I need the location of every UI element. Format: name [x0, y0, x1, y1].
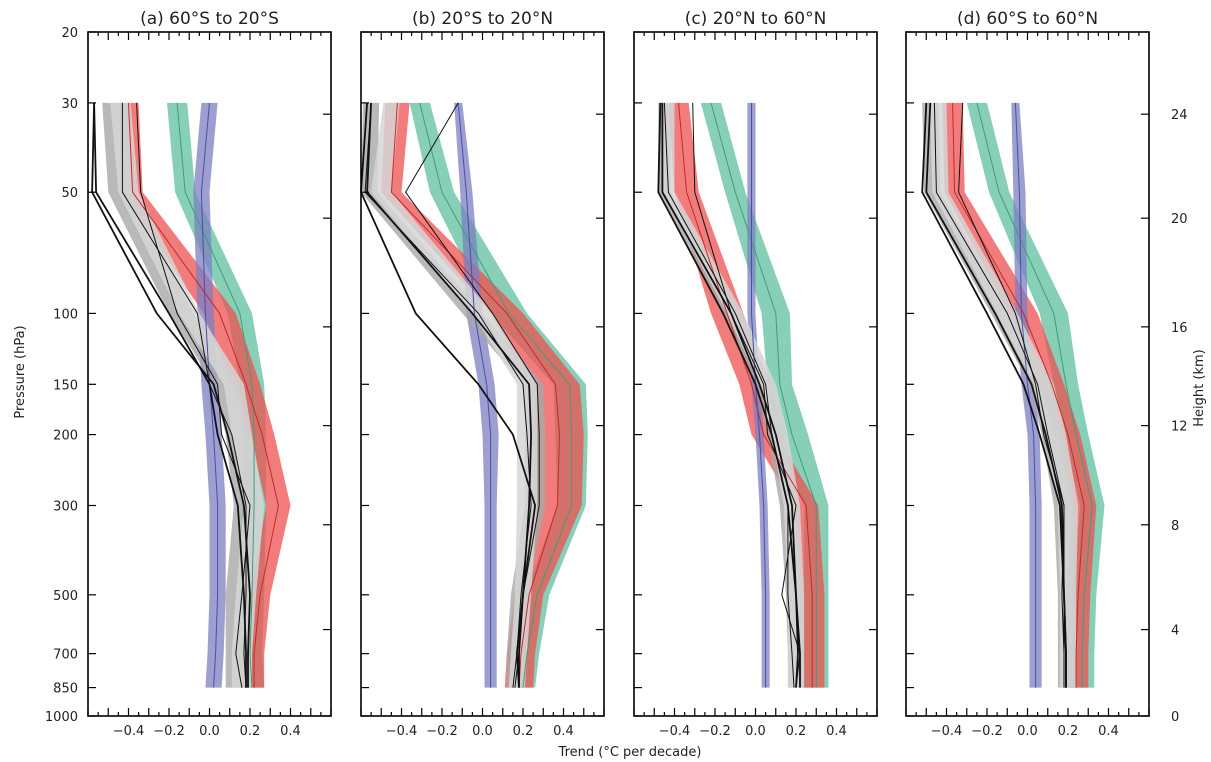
band-centre-line-green [176, 102, 255, 688]
panel-title: (b) 20°S to 20°N [412, 9, 553, 29]
x-tick-label: 0.2 [240, 724, 261, 739]
thin-black-line [121, 102, 247, 688]
y-axis-label-pressure: Pressure (hPa) [13, 325, 28, 418]
band-centre-line-blue [457, 102, 492, 688]
band-red [668, 102, 825, 688]
thin-black-line [136, 102, 251, 688]
x-tick-label: −0.4 [931, 724, 963, 739]
x-tick-label: 0.2 [786, 724, 807, 739]
x-tick-label: 0.4 [826, 724, 847, 739]
panel-title: (d) 60°S to 60°N [957, 9, 1098, 29]
band-centre-line-blue [200, 102, 219, 688]
band-grey [922, 102, 1075, 688]
panel-title: (c) 20°N to 60°N [685, 9, 827, 29]
x-tick-label: 0.0 [745, 724, 766, 739]
x-tick-label: −0.2 [153, 724, 185, 739]
x-tick-label: −0.2 [971, 724, 1003, 739]
y-tick-label: 30 [61, 97, 78, 112]
x-tick-label: −0.4 [113, 724, 145, 739]
panel-c: −0.4 −0.2 0.0 0.2 0.4 (c) 20°N to 60°N [633, 9, 878, 739]
x-tick-label: −0.4 [659, 724, 691, 739]
y-tick-label: 200 [53, 429, 78, 444]
height-tick-label: 0 [1171, 710, 1179, 725]
x-tick-label: −0.2 [699, 724, 731, 739]
band-green [409, 102, 588, 688]
height-tick-label: 8 [1171, 519, 1179, 534]
height-tick-label: 24 [1171, 108, 1188, 123]
thin-black-line [958, 102, 1065, 688]
band-centre-line-green [976, 102, 1093, 688]
x-tick-label: 0.0 [472, 724, 493, 739]
height-tick-label: 16 [1171, 321, 1188, 336]
height-tick-label: 4 [1171, 624, 1179, 639]
panel-b: −0.4 −0.2 0.0 0.2 0.4 (b) 20°S to 20°N [360, 9, 605, 739]
y-tick-label: 300 [53, 499, 78, 514]
black-line [925, 102, 1067, 688]
band-centre-line-blue [1014, 102, 1037, 688]
x-tick-label: 0.4 [553, 724, 574, 739]
y-tick-label: 700 [53, 648, 78, 663]
thin-black-line [364, 102, 532, 688]
black-line [91, 102, 251, 688]
thin-black-line [692, 102, 801, 688]
height-tick-label: 20 [1171, 212, 1188, 227]
thin-black-line [933, 102, 1065, 688]
band-centre-line-red [390, 102, 561, 688]
y-tick-label: 500 [53, 589, 78, 604]
black-line [661, 102, 799, 688]
black-line [360, 102, 537, 688]
band-centre-line-red [128, 102, 279, 688]
band-lightgrey [930, 102, 1079, 688]
black-line [93, 102, 247, 688]
band-lightgrey [110, 102, 265, 688]
x-tick-label: 0.2 [1058, 724, 1079, 739]
panel-a: −0.4 −0.2 0.0 0.2 0.4 20 30 50 100 150 200 300 500 70… [45, 9, 332, 739]
y-tick-label: 850 [53, 682, 78, 697]
panels: −0.4 −0.2 0.0 0.2 0.420305010015020030050070… [45, 9, 1188, 739]
y-tick-label: 150 [53, 378, 78, 393]
thin-black-line [663, 102, 795, 688]
band-green [966, 102, 1105, 688]
y-tick-label: 50 [61, 186, 78, 201]
panel-title: (a) 60°S to 20°S [140, 9, 279, 29]
y-tick-label: 1000 [45, 710, 78, 725]
x-tick-label: 0.4 [280, 724, 301, 739]
panel-d: −0.4 −0.2 0.0 0.2 0.4 0 4 8 12 16 20 24 (d) 60°S to … [905, 9, 1188, 739]
y-axis-label-height: Height (km) [1192, 349, 1207, 426]
x-axis-label: Trend (°C per decade) [558, 745, 702, 760]
x-tick-label: 0.0 [199, 724, 220, 739]
band-blue [454, 102, 499, 688]
band-centre-line-green [419, 102, 573, 688]
band-grey [102, 102, 259, 688]
band-centre-line-green [710, 102, 817, 688]
y-tick-label: 100 [53, 307, 78, 322]
band-red [942, 102, 1097, 688]
y-tick-label: 20 [61, 26, 78, 41]
band-centre-line-red [678, 102, 813, 688]
thin-black-line [405, 102, 540, 688]
band-centre-line-blue [751, 102, 767, 688]
x-tick-label: 0.0 [1017, 724, 1038, 739]
x-tick-label: −0.2 [426, 724, 458, 739]
x-tick-label: 0.4 [1098, 724, 1119, 739]
x-tick-label: 0.2 [513, 724, 534, 739]
height-tick-label: 12 [1171, 420, 1188, 435]
band-lightgrey [662, 102, 805, 688]
x-tick-label: −0.4 [386, 724, 418, 739]
